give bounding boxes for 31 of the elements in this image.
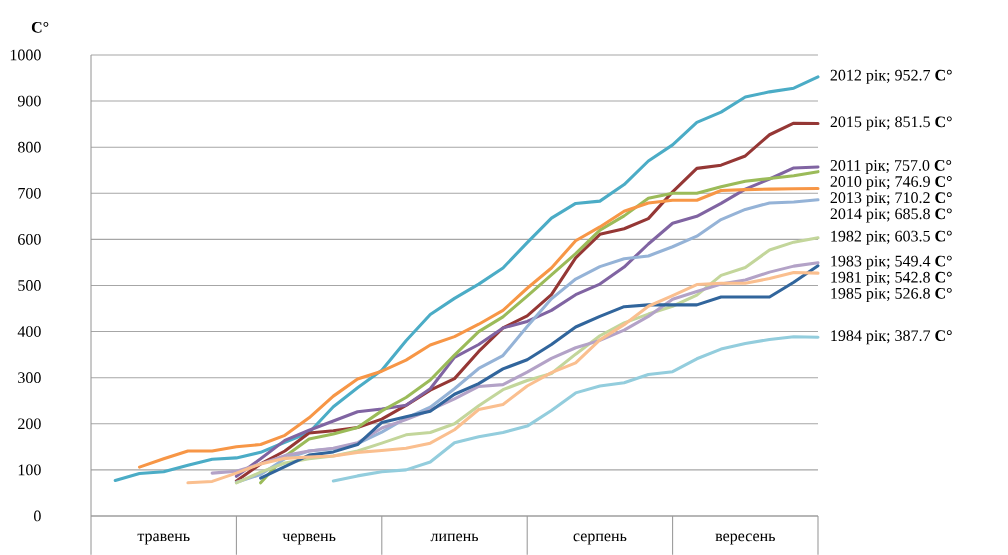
- series-label: 1984 рік; 387.7 C°: [831, 330, 952, 345]
- y-tick-label: 500: [18, 280, 41, 291]
- line-series: [137, 187, 820, 469]
- y-tick-label: 300: [18, 372, 41, 384]
- series-label: 2010 рік; 746.9 C°: [830, 176, 952, 191]
- series-label: 1982 рік; 603.5 C°: [831, 230, 952, 245]
- y-tick-label: 0: [34, 510, 41, 522]
- series-label: 2015 рік; 851.5 C°: [830, 116, 952, 131]
- y-tick-label: 400: [17, 326, 41, 337]
- y-axis-title: C°: [31, 21, 49, 33]
- y-tick-label: 800: [18, 141, 41, 153]
- line-series: [113, 75, 820, 483]
- y-tick-label: 200: [18, 418, 41, 430]
- y-tick-label: 1000: [10, 49, 41, 61]
- series-label: 2012 рік; 952.7 C°: [830, 69, 952, 84]
- series-label: 1985 рік; 526.8 C°: [831, 287, 952, 303]
- x-tick-label: липень: [430, 533, 479, 542]
- series-label: 2011 рік; 757.0 C°: [830, 159, 952, 175]
- x-tick-label: червень: [282, 533, 336, 545]
- series-label: 1983 рік; 549.4 C°: [831, 255, 952, 270]
- line-series: [331, 335, 820, 483]
- y-tick-label: 700: [18, 187, 41, 199]
- x-tick-label: серпень: [573, 533, 627, 545]
- x-tick-label: травень: [137, 533, 190, 545]
- series-label: 1981 рік; 542.8 C°: [831, 271, 952, 286]
- y-tick-label: 600: [18, 233, 41, 245]
- y-tick-label: 900: [17, 95, 41, 107]
- series-label: 2013 рік; 710.2 C°: [830, 192, 952, 207]
- y-tick-label: 100: [18, 464, 41, 476]
- x-tick-label: вересень: [715, 533, 775, 545]
- series-label: 2014 рік; 685.8 C°: [830, 208, 952, 223]
